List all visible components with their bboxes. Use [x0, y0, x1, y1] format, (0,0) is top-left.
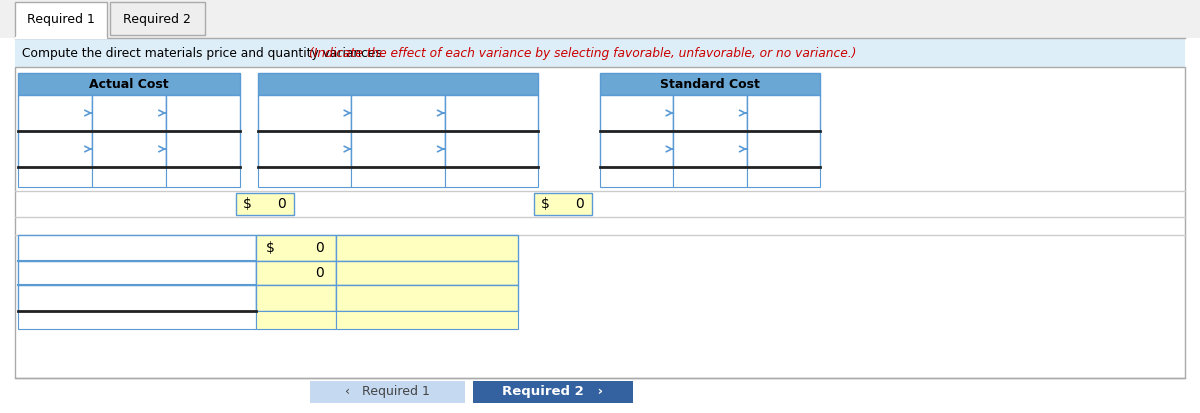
Bar: [258, 73, 538, 95]
Bar: [166, 167, 240, 187]
Bar: [258, 167, 352, 187]
Bar: [336, 235, 518, 261]
Text: ‹   Required 1: ‹ Required 1: [346, 385, 430, 399]
Bar: [336, 285, 518, 311]
Bar: [110, 2, 205, 35]
Text: Standard Cost: Standard Cost: [660, 78, 760, 90]
Bar: [18, 167, 92, 187]
Bar: [445, 95, 538, 131]
Bar: [445, 131, 538, 167]
Bar: [18, 285, 256, 311]
Text: $: $: [541, 197, 550, 211]
Bar: [534, 193, 592, 215]
Text: 0: 0: [316, 241, 324, 255]
Bar: [256, 235, 336, 261]
Bar: [236, 193, 294, 215]
Bar: [92, 95, 166, 131]
Text: $: $: [242, 197, 252, 211]
Bar: [746, 95, 820, 131]
Text: Required 2   ›: Required 2 ›: [503, 385, 604, 399]
Bar: [166, 131, 240, 167]
Bar: [92, 131, 166, 167]
Bar: [18, 73, 240, 95]
Bar: [746, 131, 820, 167]
Bar: [16, 36, 106, 39]
Bar: [600, 167, 673, 187]
Text: Compute the direct materials price and quantity variances.: Compute the direct materials price and q…: [22, 47, 390, 59]
Text: 0: 0: [316, 266, 324, 280]
Text: (Indicate the effect of each variance by selecting favorable, unfavorable, or no: (Indicate the effect of each variance by…: [310, 47, 857, 59]
Bar: [473, 381, 634, 403]
Bar: [18, 261, 256, 285]
Bar: [673, 167, 746, 187]
Bar: [600, 73, 820, 95]
Bar: [256, 311, 336, 329]
Bar: [14, 39, 1186, 67]
Bar: [256, 285, 336, 311]
Bar: [256, 261, 336, 285]
Bar: [600, 95, 673, 131]
Bar: [258, 95, 352, 131]
Bar: [18, 235, 256, 261]
Bar: [18, 131, 92, 167]
Text: 0: 0: [277, 197, 286, 211]
Text: Required 1: Required 1: [28, 14, 95, 26]
Bar: [336, 311, 518, 329]
Bar: [166, 95, 240, 131]
Bar: [352, 131, 445, 167]
Bar: [92, 167, 166, 187]
Bar: [352, 167, 445, 187]
Bar: [18, 311, 256, 329]
Bar: [258, 131, 352, 167]
Bar: [14, 67, 1186, 378]
Bar: [673, 95, 746, 131]
Bar: [445, 167, 538, 187]
Bar: [600, 131, 673, 167]
Bar: [352, 95, 445, 131]
Bar: [673, 131, 746, 167]
Bar: [310, 381, 466, 403]
Bar: [18, 95, 92, 131]
Bar: [336, 261, 518, 285]
Bar: [0, 0, 1200, 38]
Bar: [746, 167, 820, 187]
Text: Required 2: Required 2: [124, 12, 191, 26]
Text: 0: 0: [575, 197, 584, 211]
Text: Actual Cost: Actual Cost: [89, 78, 169, 90]
Bar: [14, 2, 107, 37]
Text: $: $: [266, 241, 275, 255]
